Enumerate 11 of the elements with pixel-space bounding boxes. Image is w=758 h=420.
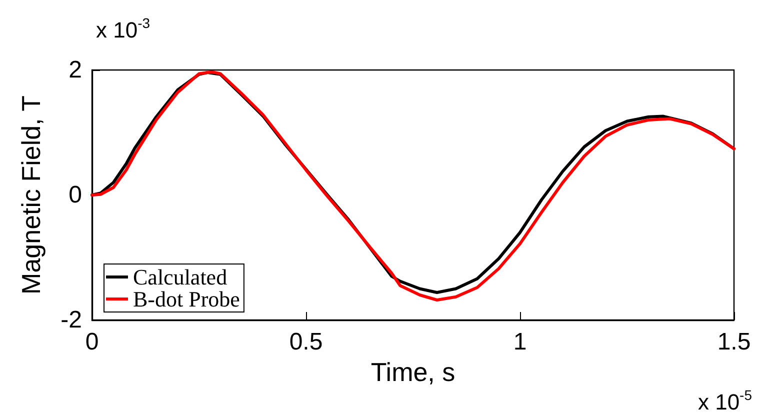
y-tick-label: 2 bbox=[68, 56, 82, 84]
y-axis-title: Magnetic Field, T bbox=[16, 95, 46, 294]
x-tick-label: 0 bbox=[85, 328, 99, 356]
y-tick-label: -2 bbox=[60, 306, 82, 334]
x-tick-label: 1 bbox=[513, 328, 527, 356]
y-tick-label: 0 bbox=[68, 182, 82, 208]
x-axis-title: Time, s bbox=[370, 356, 456, 387]
legend-label: B-dot Probe bbox=[133, 286, 240, 312]
x-tick-label: 1.5 bbox=[717, 328, 751, 356]
legend-label: Calculated bbox=[133, 264, 228, 290]
x-tick-label: 0.5 bbox=[289, 328, 323, 356]
